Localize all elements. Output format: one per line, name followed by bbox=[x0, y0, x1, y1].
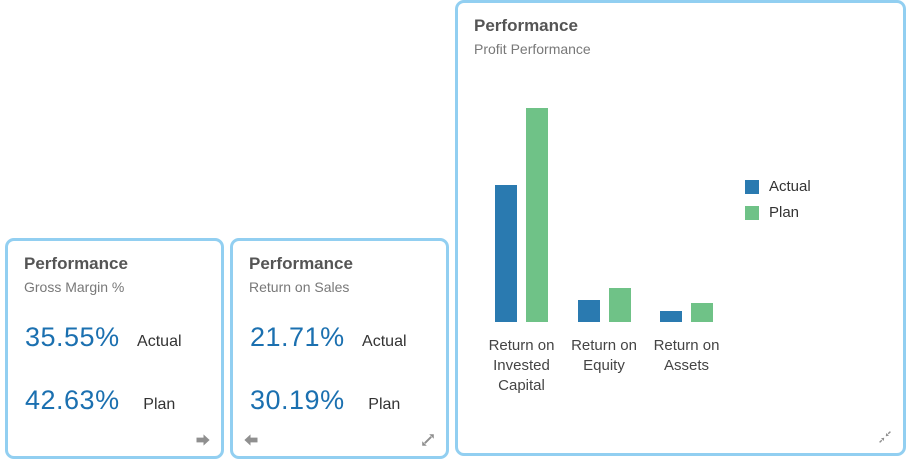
arrow-left-icon[interactable] bbox=[243, 432, 259, 448]
legend-item-actual: Actual bbox=[745, 178, 811, 195]
tile-header: Performance Profit Performance bbox=[458, 3, 903, 57]
bar-actual-2[interactable] bbox=[577, 300, 600, 322]
arrow-right-icon[interactable] bbox=[195, 432, 211, 448]
bar-group bbox=[577, 288, 631, 322]
legend-label-actual: Actual bbox=[769, 178, 811, 195]
legend-item-plan: Plan bbox=[745, 204, 811, 221]
x-axis-label: Return on Invested Capital bbox=[488, 337, 555, 394]
resize-collapse-icon[interactable] bbox=[877, 429, 893, 445]
resize-expand-icon[interactable] bbox=[420, 432, 436, 448]
bar-actual-3[interactable] bbox=[660, 311, 682, 322]
tile-subtitle: Return on Sales bbox=[249, 279, 350, 295]
legend-label-plan: Plan bbox=[769, 204, 800, 221]
kpi-label-actual: Actual bbox=[137, 333, 182, 350]
x-axis-label: Return on Assets bbox=[653, 337, 720, 374]
kpi-label-plan: Plan bbox=[368, 396, 401, 413]
kpi-row-plan: 42.63% Plan bbox=[8, 385, 221, 416]
tile-title: Performance bbox=[24, 254, 128, 273]
tile-title: Performance bbox=[474, 16, 578, 35]
kpi-row-plan: 30.19% Plan bbox=[233, 385, 446, 416]
kpi-value-actual: 35.55% bbox=[25, 322, 120, 352]
bar-group bbox=[660, 303, 713, 322]
bar-plan-2[interactable] bbox=[608, 288, 631, 322]
tile-gross-margin[interactable]: Performance Gross Margin % 35.55% Actual… bbox=[5, 238, 224, 459]
legend-swatch-plan bbox=[745, 205, 759, 220]
kpi-row-actual: 21.71% Actual bbox=[233, 322, 446, 353]
kpi-value-plan: 30.19% bbox=[250, 385, 345, 415]
tile-subtitle: Profit Performance bbox=[474, 41, 591, 57]
kpi-value-actual: 21.71% bbox=[250, 322, 345, 352]
bar-plan-1[interactable] bbox=[526, 108, 548, 322]
tile-title: Performance bbox=[249, 254, 353, 273]
kpi-label-actual: Actual bbox=[362, 333, 407, 350]
tile-profit-performance[interactable]: Performance Profit Performance Return on… bbox=[455, 0, 906, 456]
legend-swatch-actual bbox=[745, 179, 759, 194]
bar-chart-plot: Return on Invested Capital Return on Equi… bbox=[489, 107, 775, 394]
tile-subtitle: Gross Margin % bbox=[24, 279, 125, 295]
kpi-label-plan: Plan bbox=[143, 396, 176, 413]
x-axis-label: Return on Equity bbox=[571, 337, 637, 374]
kpi-row-actual: 35.55% Actual bbox=[8, 322, 221, 353]
kpi-value-plan: 42.63% bbox=[25, 385, 120, 415]
bar-group bbox=[495, 108, 548, 322]
tile-return-on-sales[interactable]: Performance Return on Sales 21.71% Actua… bbox=[230, 238, 449, 459]
tile-header: Performance Gross Margin % bbox=[8, 241, 221, 295]
tile-header: Performance Return on Sales bbox=[233, 241, 446, 295]
chart-legend: Actual Plan bbox=[745, 178, 811, 230]
bar-actual-1[interactable] bbox=[495, 185, 517, 322]
bar-plan-3[interactable] bbox=[691, 303, 713, 322]
